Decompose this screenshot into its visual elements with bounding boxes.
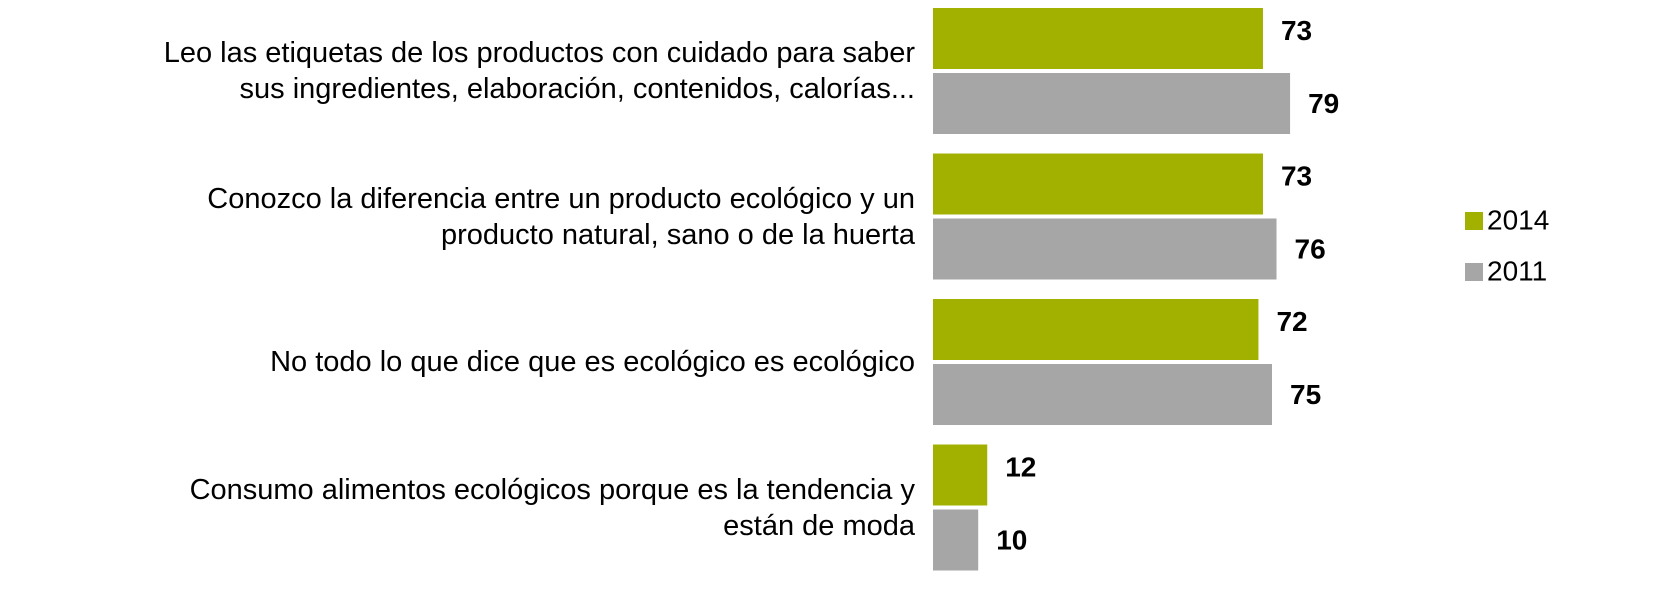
category-label: No todo lo que dice que es ecológico es …: [270, 346, 915, 378]
bar: [933, 509, 979, 571]
value-label: 10: [996, 524, 1027, 555]
bar: [933, 153, 1263, 215]
bar: [933, 444, 988, 506]
legend-swatch: [1465, 212, 1483, 230]
legend-label: 2011: [1487, 255, 1547, 286]
bar: [933, 73, 1291, 134]
value-label: 76: [1295, 233, 1326, 264]
bar: [933, 299, 1259, 360]
legend-swatch: [1465, 263, 1483, 281]
category-label: Conozco la diferencia entre un producto …: [207, 182, 915, 251]
value-label: 72: [1276, 306, 1307, 337]
category-label: Leo las etiquetas de los productos con c…: [163, 37, 915, 105]
value-label: 73: [1281, 15, 1312, 46]
bar: [933, 8, 1263, 69]
bar: [933, 364, 1272, 425]
value-label: 75: [1290, 379, 1321, 410]
value-label: 12: [1005, 451, 1036, 482]
category-label: Consumo alimentos ecológicos porque es l…: [189, 473, 915, 542]
value-label: 79: [1308, 88, 1339, 119]
legend-label: 2014: [1487, 204, 1549, 235]
value-label: 73: [1281, 160, 1312, 191]
bar: [933, 218, 1277, 280]
